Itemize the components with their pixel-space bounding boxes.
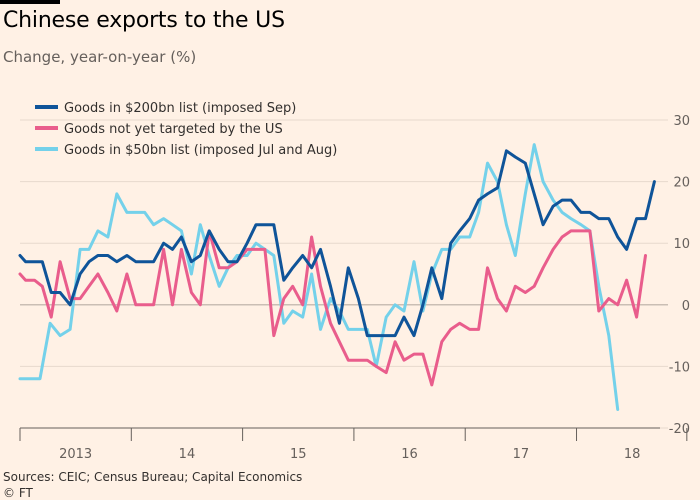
chart-subtitle: Change, year-on-year (%) [3,48,197,66]
ft-credit: © FT [3,486,33,500]
y-tick-label: -20 [669,422,690,437]
y-tick-label: 20 [673,176,690,191]
chart-title: Chinese exports to the US [3,8,285,33]
x-tick-label: 15 [290,447,307,462]
series-line [18,149,656,338]
gridlines [20,119,668,429]
series-line [18,143,620,411]
x-tick-label: 17 [513,447,530,462]
series-line [18,229,647,387]
y-axis-ticks: -20 -10 0 10 20 30 [669,114,690,437]
x-tick-label: 16 [401,447,418,462]
legend-label: Goods in $50bn list (imposed Jul and Aug… [64,143,337,158]
y-tick-label: 0 [682,299,690,314]
legend: Goods in $200bn list (imposed Sep) Goods … [35,101,337,158]
ft-top-bar [0,0,60,4]
y-tick-label: 10 [673,237,690,252]
y-tick-label: 30 [673,114,690,129]
x-axis: 2013 14 15 16 17 18 [19,427,688,462]
y-tick-label: -10 [669,360,690,375]
x-tick-label: 18 [624,447,641,462]
x-tick-label: 14 [179,447,196,462]
source-note: Sources: CEIC; Census Bureau; Capital Ec… [3,470,303,484]
x-tick-label: 2013 [59,447,92,462]
legend-label: Goods in $200bn list (imposed Sep) [64,101,296,116]
series-lines [18,143,656,411]
legend-label: Goods not yet targeted by the US [64,122,283,137]
